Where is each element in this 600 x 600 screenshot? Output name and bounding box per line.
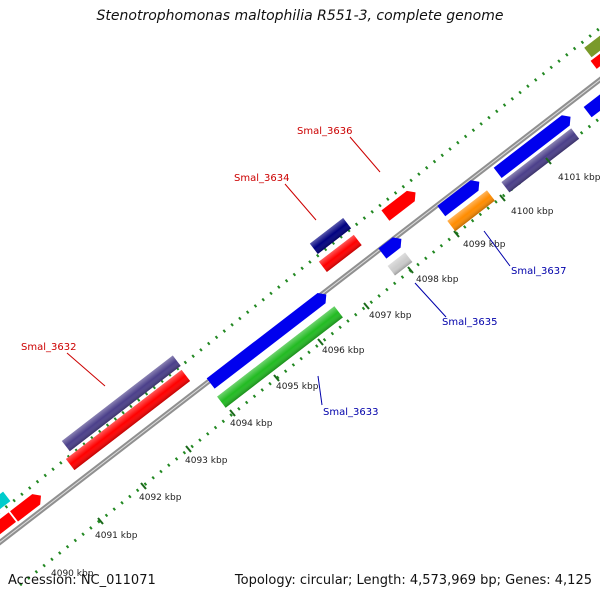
gene-feature[interactable] [10, 490, 45, 522]
accession-text: Accession: NC_011071 [8, 573, 156, 588]
tick-label: 4100 kbp [511, 207, 554, 217]
label-connectors [66, 136, 511, 406]
tick-label: 4101 kbp [558, 173, 600, 183]
gene-label-smal-3636[interactable]: Smal_3636 [297, 126, 352, 137]
gene-feature[interactable] [590, 51, 600, 69]
gene-labels: Smal_3632 Smal_3633 Smal_3634 Smal_3635 … [21, 126, 566, 418]
gene-feature[interactable] [493, 112, 575, 179]
gene-feature[interactable] [381, 187, 419, 221]
gene-feature[interactable] [584, 33, 600, 58]
gene-label-smal-3637[interactable]: Smal_3637 [511, 266, 566, 277]
inner-gene-track [206, 234, 413, 408]
outer-gene-track-2 [0, 51, 600, 536]
gene-feature[interactable] [206, 289, 331, 389]
genome-summary: Topology: circular; Length: 4,573,969 bp… [234, 573, 592, 588]
tick-label: 4092 kbp [139, 493, 182, 503]
gene-label-smal-3635[interactable]: Smal_3635 [442, 317, 497, 328]
gene-label-smal-3634[interactable]: Smal_3634 [234, 173, 289, 184]
tick-label: 4093 kbp [185, 456, 228, 466]
gene-feature[interactable] [0, 491, 11, 511]
ruler-ticks [97, 157, 552, 525]
tick-label: 4094 kbp [230, 419, 273, 429]
genome-title: Stenotrophomonas maltophilia R551-3, com… [96, 8, 504, 24]
tick-label: 4095 kbp [276, 382, 319, 392]
tick-label: 4096 kbp [322, 346, 365, 356]
gene-label-smal-3633[interactable]: Smal_3633 [323, 407, 378, 418]
tick-label: 4097 kbp [369, 311, 412, 321]
gene-feature[interactable] [437, 177, 483, 217]
tick-label: 4099 kbp [463, 240, 506, 250]
gene-feature[interactable] [378, 234, 405, 259]
tick-labels: 4090 kbp 4091 kbp 4092 kbp 4093 kbp 4094… [51, 173, 600, 579]
gene-feature[interactable] [0, 512, 16, 536]
gene-label-smal-3632[interactable]: Smal_3632 [21, 342, 76, 353]
tick-label: 4091 kbp [95, 531, 138, 541]
tick-label: 4098 kbp [416, 275, 459, 285]
tick-label: 4090 kbp [51, 569, 94, 579]
gene-feature[interactable] [583, 86, 600, 118]
outer-gene-track [0, 33, 600, 522]
